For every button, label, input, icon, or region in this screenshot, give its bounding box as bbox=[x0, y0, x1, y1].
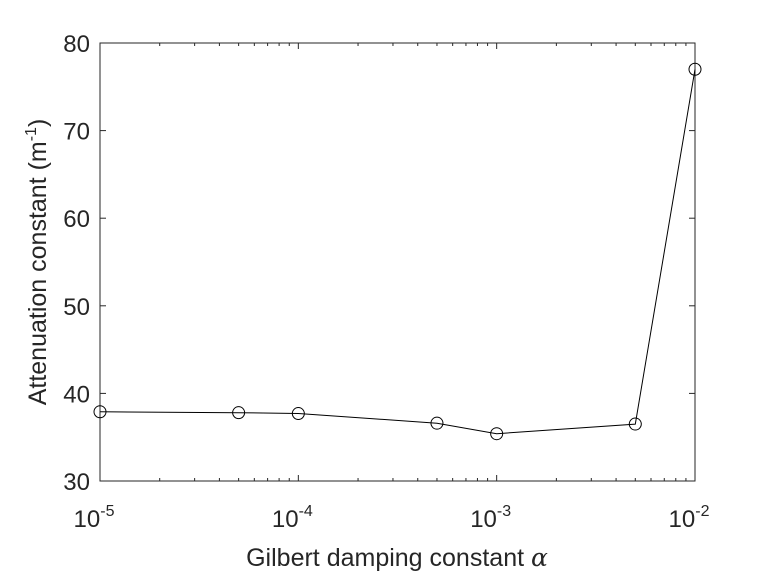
plot-area bbox=[99, 42, 696, 482]
x-tick-label-exponent: -3 bbox=[497, 503, 511, 520]
y-tick-label: 80 bbox=[63, 31, 90, 58]
y-tick-label: 50 bbox=[63, 294, 90, 321]
series-line bbox=[99, 69, 696, 435]
x-tick-label-exponent: -2 bbox=[695, 503, 709, 520]
y-axis-label: Attenuation constant (m-1) bbox=[23, 119, 52, 406]
data-point bbox=[232, 406, 246, 420]
data-point bbox=[688, 62, 702, 76]
y-tick-label: 30 bbox=[63, 469, 90, 496]
x-tick-label-base: 10 bbox=[669, 506, 696, 533]
data-point bbox=[490, 427, 504, 441]
data-point bbox=[291, 407, 305, 421]
x-tick-label-exponent: -5 bbox=[100, 503, 114, 520]
data-point bbox=[93, 405, 107, 419]
data-series bbox=[93, 62, 702, 441]
x-tick-label-exponent: -4 bbox=[299, 503, 313, 520]
x-tick-label-base: 10 bbox=[470, 506, 497, 533]
x-tick-label: 10-2 bbox=[669, 503, 710, 533]
x-axis-label-symbol: α bbox=[531, 543, 548, 572]
x-tick-label: 10-5 bbox=[74, 503, 115, 533]
data-point bbox=[628, 417, 642, 431]
y-tick-label: 60 bbox=[63, 206, 90, 233]
x-axis-label: Gilbert damping constant α bbox=[246, 543, 548, 572]
y-tick-label: 70 bbox=[63, 119, 90, 146]
y-tick-label: 40 bbox=[63, 381, 90, 408]
x-tick-label-base: 10 bbox=[74, 506, 101, 533]
y-axis-label-exponent: -1 bbox=[23, 127, 40, 141]
data-point bbox=[430, 416, 444, 430]
x-axis-ticks: 10-5 10-4 10-3 10-2 bbox=[74, 43, 710, 533]
y-axis-label-close: ) bbox=[24, 119, 52, 127]
x-tick-label-base: 10 bbox=[272, 506, 299, 533]
x-tick-label: 10-3 bbox=[470, 503, 511, 533]
x-tick-label: 10-4 bbox=[272, 503, 313, 533]
y-axis-ticks: 30 40 50 60 70 80 bbox=[63, 31, 695, 496]
